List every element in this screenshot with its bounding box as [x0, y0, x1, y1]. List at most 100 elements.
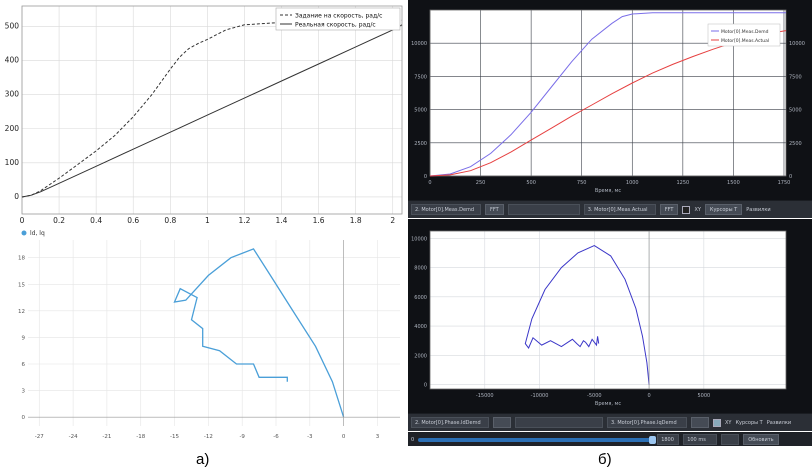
reset-label-2[interactable]: Развилки	[766, 419, 792, 426]
x-tick-label: 0.4	[90, 216, 102, 225]
y-tick-label: 10000	[411, 236, 427, 242]
empty-select-1[interactable]	[507, 204, 580, 215]
series-line-2	[21, 24, 403, 198]
x-tick-label: 0	[647, 393, 650, 399]
y-tick-label: 3	[22, 389, 26, 395]
series-select-2[interactable]: 3. Motor[0].Meas.Actual	[583, 204, 656, 215]
series-line-1	[173, 248, 345, 418]
length-value: 1800	[661, 436, 674, 443]
y-tick-label: 10000	[411, 41, 427, 47]
x-tick-label: 1.8	[350, 216, 362, 225]
x-tick-label: -18	[136, 434, 145, 440]
y-tick-label-right: 0	[789, 174, 792, 180]
fft-button-2[interactable]: FFT	[659, 204, 679, 215]
legend-label-2: Реальная скорость, рад/с	[295, 22, 376, 29]
series-line-1	[524, 245, 650, 385]
plot-area	[430, 231, 786, 389]
x-tick-label: -27	[35, 434, 44, 440]
plot-frame	[429, 230, 787, 390]
y-tick-label: 7500	[414, 74, 427, 80]
x-tick-label: 0	[342, 434, 346, 440]
bottom-toolbar: 2. Motor[0].Phase.IdDemd 3. Motor[0].Pha…	[408, 413, 812, 431]
x-tick-label: 0.6	[127, 216, 139, 225]
y-tick-label: 100	[5, 158, 20, 167]
mode-field[interactable]	[721, 434, 740, 445]
y-tick-label: 5000	[414, 108, 427, 114]
hodograph-chart: -27 -24 -21 -18 -15 -12 -9 -6 -3 0 3 0 3 6 9 12 15 18 ld, …	[18, 230, 400, 440]
xy-checkbox[interactable]	[682, 205, 691, 214]
y-tick-label: 4000	[414, 324, 427, 330]
reset-label[interactable]: Развилки	[746, 206, 771, 213]
x-tick-label: 1750	[778, 180, 791, 186]
time-slider-handle[interactable]	[649, 435, 657, 444]
xy-checkbox-2[interactable]	[713, 418, 721, 427]
x-tick-label: -15	[170, 434, 179, 440]
series-select-1[interactable]: 2. Motor[0].Meas.Demd	[411, 204, 481, 215]
xy-label-2: XY	[725, 419, 732, 426]
x-tick-label: 0	[20, 216, 25, 225]
legend-label-1: Задание на скорость, рад/с	[295, 13, 382, 20]
y-tick-label: 9	[22, 335, 26, 341]
x-tick-label: 0	[428, 180, 431, 186]
x-tick-label: -5000	[587, 393, 602, 399]
x-axis-label: Время, мс	[595, 401, 621, 407]
legend-label-1: Motor[0].Meas.Demd	[721, 29, 769, 35]
x-tick-label: 5000	[697, 393, 710, 399]
series-select-1-label: 2. Motor[0].Meas.Demd	[415, 206, 475, 213]
x-tick-label: 250	[476, 180, 486, 186]
legend-box	[275, 7, 401, 31]
current-hodograph-panel: -15000 -10000 -5000 0 5000 0 2000 4000 6000 8000 1…	[408, 219, 812, 413]
cursors-label-2[interactable]: Курсоры Т	[735, 419, 763, 426]
fft-button-1-label: FFT	[490, 206, 499, 213]
x-tick-label: -3	[307, 434, 313, 440]
cursors-button[interactable]: Курсоры Т	[704, 204, 743, 215]
cursors-label: Курсоры Т	[709, 206, 738, 213]
y-tick-label: 2000	[414, 353, 427, 359]
x-tick-label: 1.6	[313, 216, 325, 225]
fft-button-4[interactable]	[691, 417, 709, 428]
x-tick-label: -21	[102, 434, 111, 440]
y-tick-label: 0	[22, 415, 26, 421]
status-bar: 0 1800 100 ms Обновить	[408, 432, 812, 446]
x-tick-label: 3	[376, 434, 380, 440]
fft-button-2-label: FFT	[664, 206, 674, 213]
x-tick-label: 0.2	[53, 216, 65, 225]
y-tick-label: 2500	[414, 141, 427, 147]
y-tick-label-right: 2500	[789, 141, 802, 147]
legend-box	[707, 23, 781, 47]
x-tick-label: -15000	[476, 393, 494, 399]
refresh-button[interactable]: Обновить	[743, 434, 779, 445]
plot-frame	[429, 9, 787, 177]
time-slider[interactable]	[418, 435, 657, 444]
y-tick-label: 6	[22, 362, 26, 368]
fft-button-3[interactable]	[493, 417, 511, 428]
legend: Задание на скорость, рад/с Реальная скоро…	[275, 7, 401, 31]
fft-button-1[interactable]: FFT	[485, 204, 504, 215]
current-hodograph-chart: -15000 -10000 -5000 0 5000 0 2000 4000 6000 8000 1…	[411, 230, 787, 407]
x-tick-label: 500	[526, 180, 536, 186]
empty-select-2[interactable]	[515, 417, 603, 428]
y-tick-label: 400	[5, 56, 20, 65]
y-tick-label-right: 5000	[789, 108, 802, 114]
x-tick-label: 2	[390, 216, 395, 225]
x-tick-label: 1	[205, 216, 210, 225]
series-select-3[interactable]: 2. Motor[0].Phase.IdDemd	[411, 417, 489, 428]
series-select-4[interactable]: 3. Motor[0].Phase.IqDemd	[607, 417, 687, 428]
x-tick-label: -12	[204, 434, 213, 440]
x-axis-label: Время, мс	[595, 188, 621, 194]
y-tick-label: 12	[18, 309, 25, 315]
y-tick-label: 18	[18, 256, 25, 262]
y-tick-label: 8000	[414, 266, 427, 272]
period-value: 100 ms	[687, 436, 706, 443]
x-tick-label: 1250	[676, 180, 689, 186]
x-tick-label: 750	[577, 180, 587, 186]
status-left-value: 0	[411, 436, 415, 443]
length-field[interactable]: 1800	[657, 434, 680, 445]
x-tick-label: 1.4	[276, 216, 288, 225]
series-line-1	[21, 19, 402, 198]
series-select-3-label: 2. Motor[0].Phase.IdDemd	[415, 419, 481, 426]
period-field[interactable]: 100 ms	[683, 434, 718, 445]
xy-label: XY	[694, 206, 701, 213]
hodograph-panel: -27 -24 -21 -18 -15 -12 -9 -6 -3 0 3 0 3 6 9 12 15 18 ld, …	[0, 228, 408, 448]
x-tick-label: -6	[273, 434, 279, 440]
